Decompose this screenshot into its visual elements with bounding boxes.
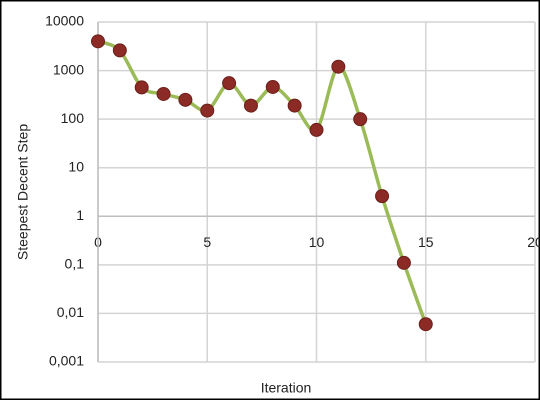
point [375, 189, 390, 204]
point [178, 92, 193, 107]
x-axis-title: Iteration [261, 380, 312, 396]
point [134, 80, 149, 95]
point [112, 43, 127, 58]
point [287, 98, 302, 113]
y-tick-label: 1 [76, 207, 84, 223]
x-tick-label: 10 [309, 234, 325, 250]
point [243, 98, 258, 113]
y-tick-label: 10 [68, 158, 84, 174]
y-tick-label: 0,1 [65, 256, 85, 272]
y-axis-title: Steepest Decent Step [15, 124, 31, 260]
y-tick-label: 1000 [53, 61, 84, 77]
y-tick-label: 100 [61, 110, 85, 126]
point [91, 34, 105, 49]
point [200, 103, 215, 118]
point [418, 317, 433, 332]
x-tick-label: 15 [418, 234, 434, 250]
point [353, 112, 368, 127]
point [331, 59, 346, 74]
y-tick-label: 0,01 [57, 304, 84, 320]
point [309, 122, 324, 137]
x-tick-label: 20 [527, 234, 540, 250]
point [222, 76, 237, 91]
point [396, 255, 411, 270]
point [156, 86, 171, 101]
y-tick-label: 10000 [45, 13, 84, 29]
x-tick-label: 5 [203, 234, 211, 250]
point [265, 79, 280, 94]
y-tick-label: 0,001 [49, 353, 84, 369]
